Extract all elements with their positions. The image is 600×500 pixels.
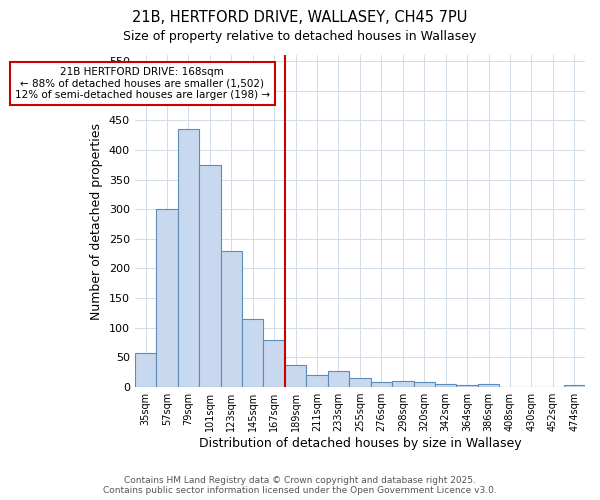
Bar <box>413 382 435 387</box>
Bar <box>563 386 585 387</box>
Bar <box>178 129 199 387</box>
Bar <box>349 378 371 387</box>
Text: Size of property relative to detached houses in Wallasey: Size of property relative to detached ho… <box>124 30 476 43</box>
Bar <box>242 319 263 387</box>
Bar <box>457 384 478 387</box>
Bar <box>435 384 457 387</box>
Text: 21B HERTFORD DRIVE: 168sqm
← 88% of detached houses are smaller (1,502)
12% of s: 21B HERTFORD DRIVE: 168sqm ← 88% of deta… <box>15 67 270 100</box>
Bar <box>392 381 413 387</box>
Bar <box>478 384 499 387</box>
Bar <box>135 354 156 387</box>
Bar <box>199 164 221 387</box>
Text: 21B, HERTFORD DRIVE, WALLASEY, CH45 7PU: 21B, HERTFORD DRIVE, WALLASEY, CH45 7PU <box>133 10 467 25</box>
Bar <box>156 209 178 387</box>
Bar <box>263 340 285 387</box>
Bar <box>328 371 349 387</box>
Y-axis label: Number of detached properties: Number of detached properties <box>90 122 103 320</box>
Bar <box>285 364 307 387</box>
X-axis label: Distribution of detached houses by size in Wallasey: Distribution of detached houses by size … <box>199 437 521 450</box>
Bar <box>307 375 328 387</box>
Text: Contains HM Land Registry data © Crown copyright and database right 2025.
Contai: Contains HM Land Registry data © Crown c… <box>103 476 497 495</box>
Bar <box>221 250 242 387</box>
Bar <box>371 382 392 387</box>
